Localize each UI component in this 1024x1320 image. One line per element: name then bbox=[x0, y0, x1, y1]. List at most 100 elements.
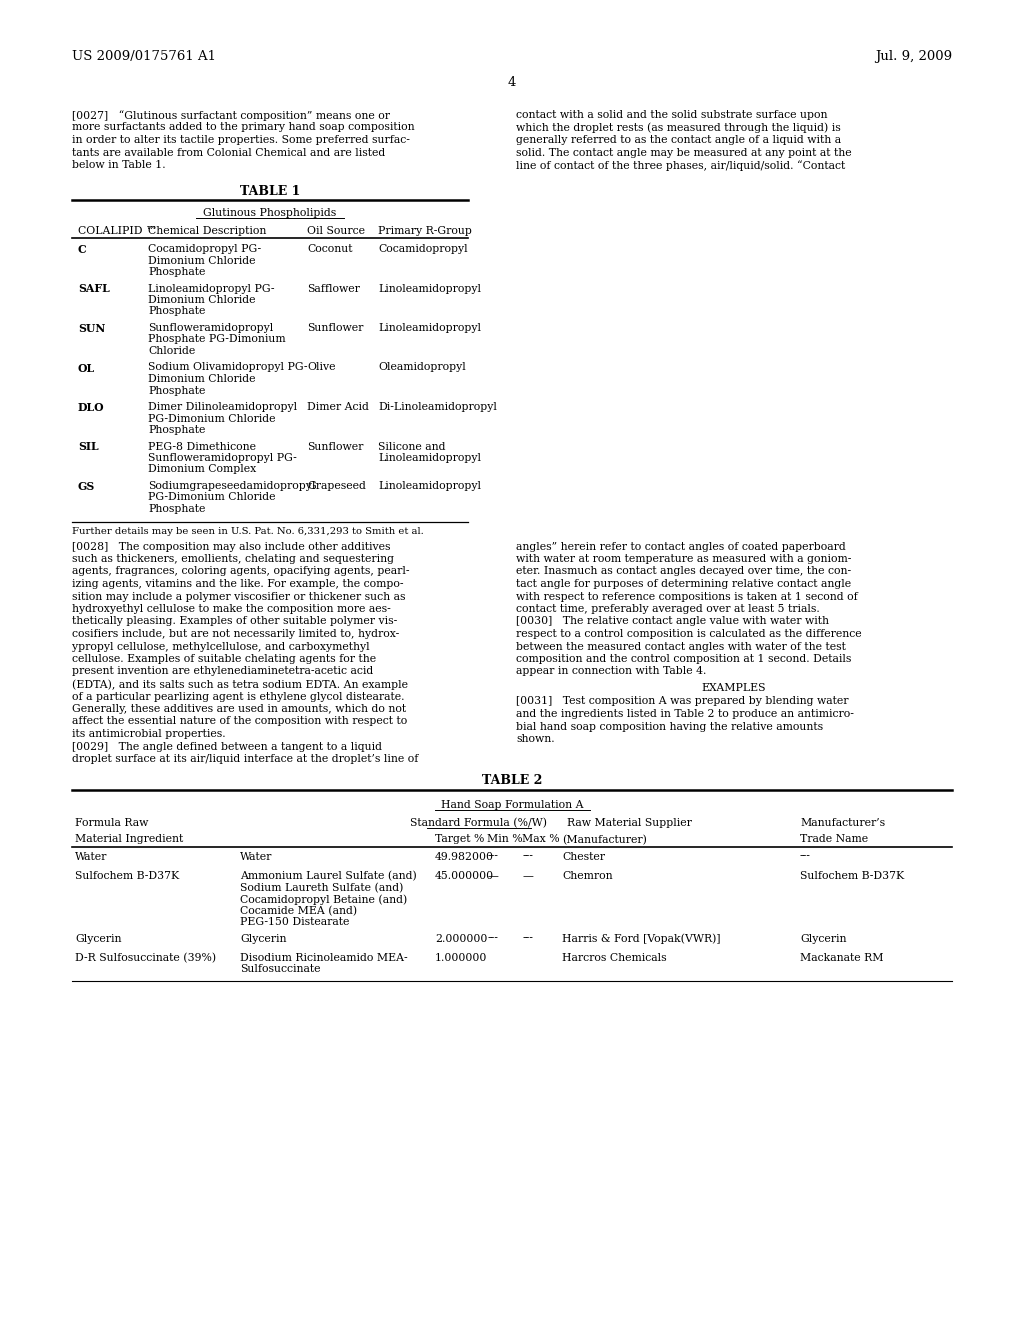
Text: PG-Dimonium Chloride: PG-Dimonium Chloride bbox=[148, 492, 275, 503]
Text: Phosphate: Phosphate bbox=[148, 385, 206, 396]
Text: Further details may be seen in U.S. Pat. No. 6,331,293 to Smith et al.: Further details may be seen in U.S. Pat.… bbox=[72, 527, 424, 536]
Text: 1.000000: 1.000000 bbox=[435, 953, 487, 964]
Text: eter. Inasmuch as contact angles decayed over time, the con-: eter. Inasmuch as contact angles decayed… bbox=[516, 566, 851, 577]
Text: ---: --- bbox=[800, 851, 811, 862]
Text: bial hand soap composition having the relative amounts: bial hand soap composition having the re… bbox=[516, 722, 823, 731]
Text: solid. The contact angle may be measured at any point at the: solid. The contact angle may be measured… bbox=[516, 148, 852, 157]
Text: Sulfochem B-D37K: Sulfochem B-D37K bbox=[75, 871, 179, 880]
Text: 45.000000: 45.000000 bbox=[435, 871, 495, 880]
Text: US 2009/0175761 A1: US 2009/0175761 A1 bbox=[72, 50, 216, 63]
Text: Di-Linoleamidopropyl: Di-Linoleamidopropyl bbox=[378, 403, 497, 412]
Text: Water: Water bbox=[75, 851, 108, 862]
Text: Coconut: Coconut bbox=[307, 244, 352, 253]
Text: sition may include a polymer viscosifier or thickener such as: sition may include a polymer viscosifier… bbox=[72, 591, 406, 602]
Text: Chemical Description: Chemical Description bbox=[148, 226, 266, 236]
Text: tact angle for purposes of determining relative contact angle: tact angle for purposes of determining r… bbox=[516, 579, 851, 589]
Text: with water at room temperature as measured with a goniom-: with water at room temperature as measur… bbox=[516, 554, 851, 564]
Text: SAFL: SAFL bbox=[78, 284, 110, 294]
Text: D-R Sulfosuccinate (39%): D-R Sulfosuccinate (39%) bbox=[75, 953, 216, 964]
Text: angles” herein refer to contact angles of coated paperboard: angles” herein refer to contact angles o… bbox=[516, 541, 846, 552]
Text: EXAMPLES: EXAMPLES bbox=[701, 682, 766, 693]
Text: shown.: shown. bbox=[516, 734, 555, 744]
Text: (EDTA), and its salts such as tetra sodium EDTA. An example: (EDTA), and its salts such as tetra sodi… bbox=[72, 678, 408, 689]
Text: Sodiumgrapeseedamidopropyl: Sodiumgrapeseedamidopropyl bbox=[148, 480, 315, 491]
Text: generally referred to as the contact angle of a liquid with a: generally referred to as the contact ang… bbox=[516, 135, 841, 145]
Text: PEG-150 Distearate: PEG-150 Distearate bbox=[240, 917, 349, 927]
Text: Glycerin: Glycerin bbox=[75, 933, 122, 944]
Text: of a particular pearlizing agent is ethylene glycol distearate.: of a particular pearlizing agent is ethy… bbox=[72, 692, 404, 701]
Text: Linoleamidopropyl: Linoleamidopropyl bbox=[378, 480, 481, 491]
Text: Dimonium Chloride: Dimonium Chloride bbox=[148, 374, 256, 384]
Text: Jul. 9, 2009: Jul. 9, 2009 bbox=[874, 50, 952, 63]
Text: thetically pleasing. Examples of other suitable polymer vis-: thetically pleasing. Examples of other s… bbox=[72, 616, 397, 627]
Text: Ammonium Laurel Sulfate (and): Ammonium Laurel Sulfate (and) bbox=[240, 871, 417, 882]
Text: Dimonium Complex: Dimonium Complex bbox=[148, 465, 256, 474]
Text: Glycerin: Glycerin bbox=[800, 933, 847, 944]
Text: [0027]   “Glutinous surfactant composition” means one or: [0027] “Glutinous surfactant composition… bbox=[72, 110, 390, 121]
Text: [0031]   Test composition A was prepared by blending water: [0031] Test composition A was prepared b… bbox=[516, 697, 849, 706]
Text: Glutinous Phospholipids: Glutinous Phospholipids bbox=[204, 209, 337, 218]
Text: Oil Source: Oil Source bbox=[307, 226, 365, 236]
Text: Disodium Ricinoleamido MEA-: Disodium Ricinoleamido MEA- bbox=[240, 953, 408, 964]
Text: Linoleamidopropyl: Linoleamidopropyl bbox=[378, 323, 481, 333]
Text: Sunflower: Sunflower bbox=[307, 323, 364, 333]
Text: SUN: SUN bbox=[78, 323, 105, 334]
Text: PEG-8 Dimethicone: PEG-8 Dimethicone bbox=[148, 441, 256, 451]
Text: and the ingredients listed in Table 2 to produce an antimicro-: and the ingredients listed in Table 2 to… bbox=[516, 709, 854, 719]
Text: Silicone and: Silicone and bbox=[378, 441, 445, 451]
Text: Phosphate: Phosphate bbox=[148, 267, 206, 277]
Text: with respect to reference compositions is taken at 1 second of: with respect to reference compositions i… bbox=[516, 591, 858, 602]
Text: Harcros Chemicals: Harcros Chemicals bbox=[562, 953, 667, 964]
Text: Formula Raw: Formula Raw bbox=[75, 817, 148, 828]
Text: Mackanate RM: Mackanate RM bbox=[800, 953, 884, 964]
Text: Chester: Chester bbox=[562, 851, 605, 862]
Text: Sodium Olivamidopropyl PG-: Sodium Olivamidopropyl PG- bbox=[148, 363, 307, 372]
Text: its antimicrobial properties.: its antimicrobial properties. bbox=[72, 729, 225, 739]
Text: composition and the control composition at 1 second. Details: composition and the control composition … bbox=[516, 653, 851, 664]
Text: Cocamidopropyl: Cocamidopropyl bbox=[378, 244, 468, 253]
Text: Phosphate: Phosphate bbox=[148, 425, 206, 436]
Text: below in Table 1.: below in Table 1. bbox=[72, 160, 166, 170]
Text: Primary R-Group: Primary R-Group bbox=[378, 226, 472, 236]
Text: GS: GS bbox=[78, 480, 95, 492]
Text: SIL: SIL bbox=[78, 441, 98, 453]
Text: izing agents, vitamins and the like. For example, the compo-: izing agents, vitamins and the like. For… bbox=[72, 579, 403, 589]
Text: more surfactants added to the primary hand soap composition: more surfactants added to the primary ha… bbox=[72, 123, 415, 132]
Text: Material Ingredient: Material Ingredient bbox=[75, 834, 183, 845]
Text: Generally, these additives are used in amounts, which do not: Generally, these additives are used in a… bbox=[72, 704, 407, 714]
Text: tants are available from Colonial Chemical and are listed: tants are available from Colonial Chemic… bbox=[72, 148, 385, 157]
Text: C: C bbox=[78, 244, 87, 255]
Text: affect the essential nature of the composition with respect to: affect the essential nature of the compo… bbox=[72, 717, 408, 726]
Text: Linoleamidopropyl: Linoleamidopropyl bbox=[378, 284, 481, 293]
Text: Sunflower: Sunflower bbox=[307, 441, 364, 451]
Text: Chloride: Chloride bbox=[148, 346, 196, 356]
Text: 4: 4 bbox=[508, 77, 516, 88]
Text: PG-Dimonium Chloride: PG-Dimonium Chloride bbox=[148, 413, 275, 424]
Text: contact time, preferably averaged over at least 5 trials.: contact time, preferably averaged over a… bbox=[516, 605, 820, 614]
Text: ---: --- bbox=[487, 851, 499, 862]
Text: —: — bbox=[522, 871, 534, 880]
Text: ---: --- bbox=[522, 851, 534, 862]
Text: appear in connection with Table 4.: appear in connection with Table 4. bbox=[516, 667, 707, 676]
Text: Sunfloweramidopropyl: Sunfloweramidopropyl bbox=[148, 323, 273, 333]
Text: Glycerin: Glycerin bbox=[240, 933, 287, 944]
Text: respect to a control composition is calculated as the difference: respect to a control composition is calc… bbox=[516, 630, 861, 639]
Text: Oleamidopropyl: Oleamidopropyl bbox=[378, 363, 466, 372]
Text: OL: OL bbox=[78, 363, 95, 374]
Text: COLALIPID ™: COLALIPID ™ bbox=[78, 226, 157, 236]
Text: Cocamide MEA (and): Cocamide MEA (and) bbox=[240, 906, 357, 916]
Text: Chemron: Chemron bbox=[562, 871, 612, 880]
Text: Olive: Olive bbox=[307, 363, 336, 372]
Text: in order to alter its tactile properties. Some preferred surfac-: in order to alter its tactile properties… bbox=[72, 135, 410, 145]
Text: —: — bbox=[487, 871, 499, 880]
Text: Sulfochem B-D37K: Sulfochem B-D37K bbox=[800, 871, 904, 880]
Text: Dimonium Chloride: Dimonium Chloride bbox=[148, 294, 256, 305]
Text: line of contact of the three phases, air/liquid/solid. “Contact: line of contact of the three phases, air… bbox=[516, 160, 845, 170]
Text: Raw Material Supplier: Raw Material Supplier bbox=[567, 817, 692, 828]
Text: Harris & Ford [Vopak(VWR)]: Harris & Ford [Vopak(VWR)] bbox=[562, 933, 721, 944]
Text: between the measured contact angles with water of the test: between the measured contact angles with… bbox=[516, 642, 846, 652]
Text: hydroxyethyl cellulose to make the composition more aes-: hydroxyethyl cellulose to make the compo… bbox=[72, 605, 391, 614]
Text: Manufacturer’s: Manufacturer’s bbox=[800, 817, 885, 828]
Text: Hand Soap Formulation A: Hand Soap Formulation A bbox=[440, 800, 584, 809]
Text: Grapeseed: Grapeseed bbox=[307, 480, 366, 491]
